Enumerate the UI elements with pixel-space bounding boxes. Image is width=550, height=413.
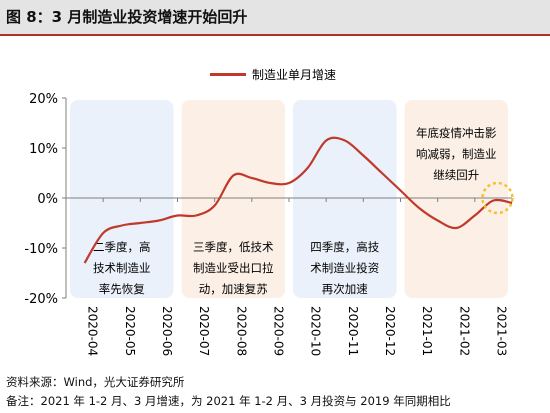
x-tick-label: 2020-06 bbox=[160, 306, 174, 356]
figure-header: 图 8：3 月制造业投资增速开始回升 bbox=[0, 0, 550, 34]
annotation-text-1: 率先恢复 bbox=[99, 282, 145, 296]
annotation-text-1: 技术制造业 bbox=[93, 261, 151, 275]
annotation-panel-2 bbox=[181, 100, 285, 298]
annotation-text-4: 继续回升 bbox=[433, 168, 479, 182]
x-tick-label: 2021-01 bbox=[420, 306, 434, 356]
annotation-panel-4 bbox=[404, 100, 508, 298]
annotation-text-1: 二季度，高 bbox=[93, 240, 151, 254]
y-tick-label: -10% bbox=[24, 242, 58, 257]
legend: 制造业单月增速 bbox=[210, 66, 336, 83]
x-tick-label: 2020-04 bbox=[86, 306, 100, 356]
annotation-text-2: 制造业受出口拉 bbox=[193, 261, 274, 275]
y-tick-label: -20% bbox=[24, 292, 58, 307]
series-line-1 bbox=[83, 136, 513, 264]
legend-swatch bbox=[210, 73, 246, 76]
x-tick-label: 2020-09 bbox=[271, 306, 285, 356]
x-tick-label: 2020-12 bbox=[383, 306, 397, 356]
x-tick-label: 2020-07 bbox=[197, 306, 211, 356]
y-tick-label: 20% bbox=[29, 92, 58, 107]
annotation-panel-1 bbox=[70, 100, 174, 298]
x-tick-label: 2021-03 bbox=[494, 306, 508, 356]
legend-label: 制造业单月增速 bbox=[252, 68, 337, 82]
x-tick-label: 2020-11 bbox=[346, 306, 360, 356]
x-tick-label: 2020-05 bbox=[123, 306, 137, 356]
annotation-text-3: 术制造业投资 bbox=[310, 261, 379, 275]
footnote: 备注：2021 年 1-2 月、3 月增速，为 2021 年 1-2 月、3 月… bbox=[6, 394, 451, 408]
annotation-text-3: 再次加速 bbox=[322, 282, 368, 296]
annotation-text-2: 三季度，低技术 bbox=[193, 240, 274, 254]
annotation-text-2: 动，加速复苏 bbox=[199, 282, 268, 296]
annotation-text-3: 四季度，高技 bbox=[310, 240, 379, 254]
highlight-circle bbox=[481, 181, 514, 215]
annotation-text-4: 年底疫情冲击影 bbox=[416, 126, 497, 140]
y-tick-label: 10% bbox=[29, 142, 58, 157]
figure-title: 图 8：3 月制造业投资增速开始回升 bbox=[6, 8, 248, 26]
x-tick-label: 2020-10 bbox=[309, 306, 323, 356]
title-rule bbox=[0, 34, 550, 36]
x-tick-label: 2020-08 bbox=[234, 306, 248, 356]
x-tick-label: 2021-02 bbox=[457, 306, 471, 356]
source-note: 资料来源：Wind，光大证券研究所 bbox=[6, 375, 185, 389]
annotation-text-4: 响减弱，制造业 bbox=[416, 147, 497, 161]
y-tick-label: 0% bbox=[37, 192, 58, 207]
